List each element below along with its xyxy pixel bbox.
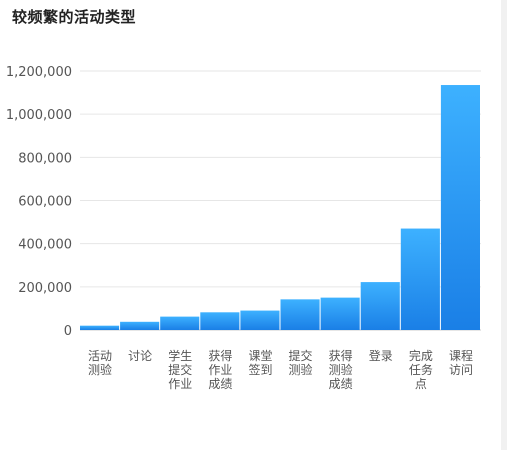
bar[interactable] [440, 85, 480, 330]
bar[interactable] [160, 316, 200, 330]
y-tick-label: 800,000 [18, 151, 72, 166]
x-tick-label: 获得测验成绩 [329, 348, 353, 391]
x-tick-label: 学生提交作业 [168, 348, 192, 391]
y-tick-label: 0 [64, 324, 72, 339]
bar[interactable] [320, 297, 360, 330]
bar[interactable] [240, 310, 280, 330]
scrollbar-track[interactable] [501, 0, 507, 450]
x-tick-label: 课堂签到 [248, 349, 272, 377]
y-tick-label: 200,000 [18, 281, 72, 296]
y-tick-label: 1,000,000 [6, 108, 72, 123]
bar[interactable] [280, 299, 320, 330]
x-tick-label: 提交测验 [289, 348, 313, 377]
bar[interactable] [200, 312, 240, 330]
x-tick-label: 完成任务点 [409, 348, 433, 391]
y-tick-label: 1,200,000 [6, 65, 72, 80]
bar[interactable] [360, 282, 400, 330]
y-tick-label: 400,000 [18, 238, 72, 253]
x-tick-label: 获得作业成绩 [208, 348, 232, 391]
bar[interactable] [400, 228, 440, 330]
bar[interactable] [80, 325, 120, 330]
y-tick-label: 600,000 [18, 195, 72, 210]
bar[interactable] [120, 321, 160, 330]
x-tick-label: 登录 [369, 348, 393, 363]
x-tick-label: 讨论 [128, 349, 152, 363]
chart-title: 较频繁的活动类型 [12, 8, 137, 26]
x-tick-label: 课程访问 [449, 348, 473, 377]
x-tick-label: 活动测验 [88, 349, 112, 377]
